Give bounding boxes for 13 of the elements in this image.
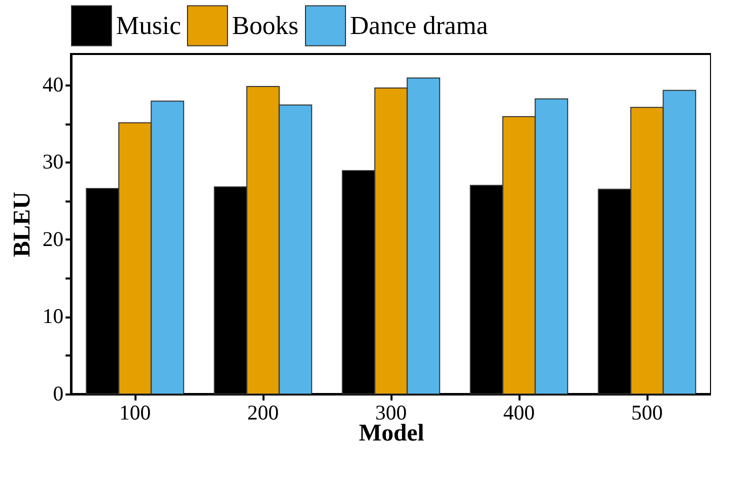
legend-label: Music [116,10,181,40]
x-tick-label: 400 [503,400,535,424]
y-axis-title: BLEU [10,192,36,258]
y-tick-label: 40 [42,72,64,96]
x-tick-label: 200 [247,400,279,424]
x-tick-label: 100 [119,400,151,424]
x-tick-label: 500 [631,400,663,424]
y-tick-label: 10 [42,304,64,328]
y-tick-label: 30 [42,150,64,174]
legend-label: Books [232,10,298,40]
y-tick-label: 20 [42,226,64,251]
legend-label: Dance drama [350,10,488,40]
y-tick-label: 0 [53,382,64,406]
